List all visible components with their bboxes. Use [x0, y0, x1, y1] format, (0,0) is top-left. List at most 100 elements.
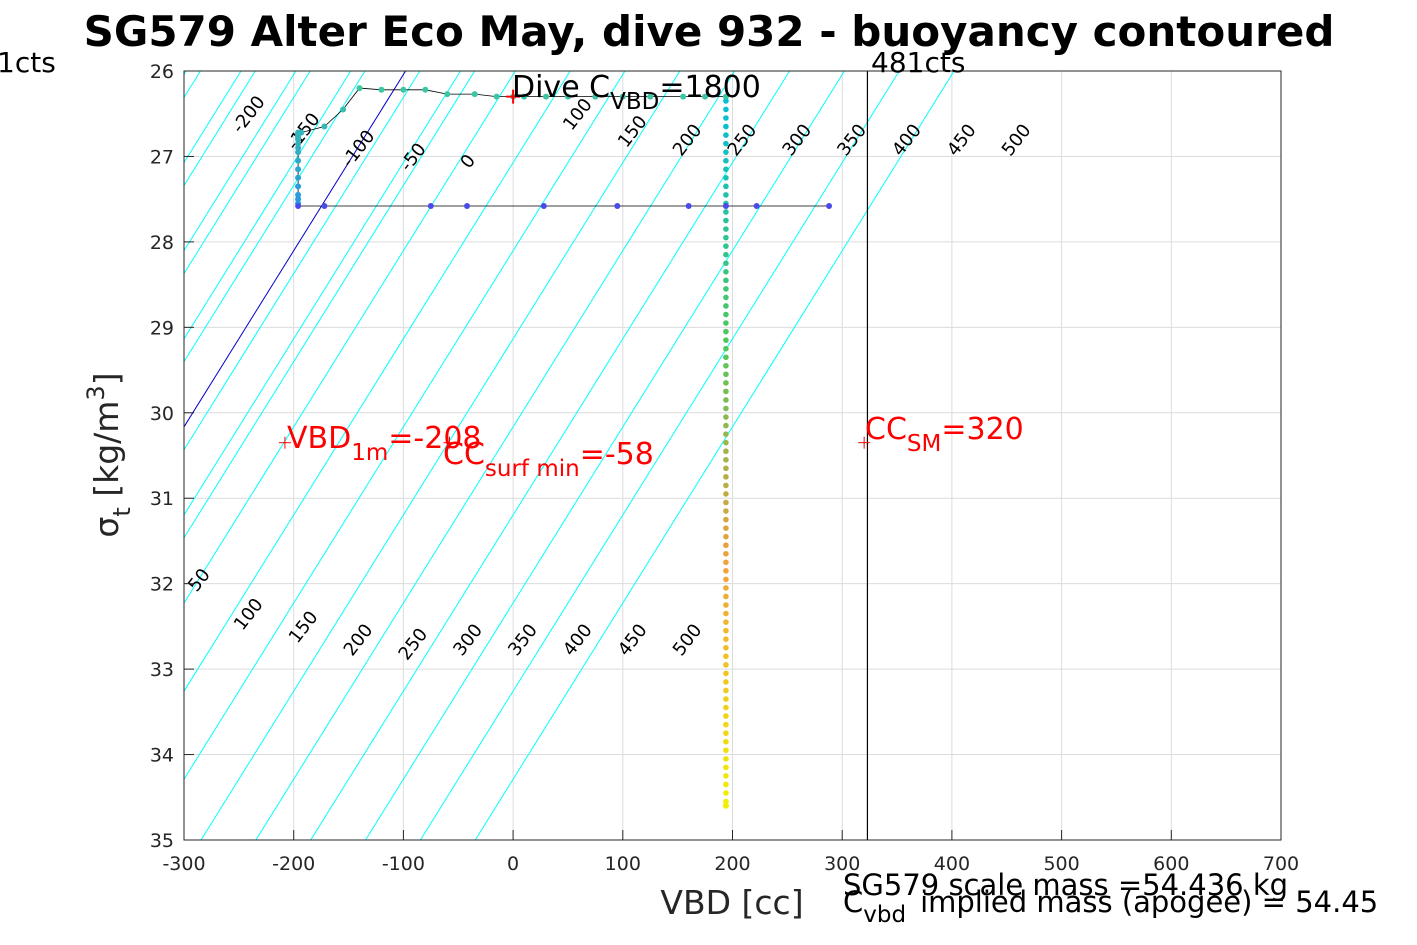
dive-point — [723, 653, 729, 660]
contour-line — [184, 71, 366, 363]
climb-point — [295, 140, 302, 147]
dive-point — [723, 414, 729, 420]
vbd1m-sub: 1m — [351, 440, 388, 466]
x-tick-label: -300 — [162, 853, 205, 875]
dive-point — [723, 781, 729, 788]
dive-point — [723, 320, 729, 326]
apogee-point — [753, 203, 760, 210]
contour-line — [184, 71, 421, 451]
y-tick-label: 28 — [150, 232, 174, 254]
ccsm-value: =320 — [941, 412, 1023, 447]
apogee-point — [321, 203, 328, 210]
dive-point — [723, 397, 729, 403]
chart-title: SG579 Alter Eco May, dive 932 - buoyancy… — [84, 7, 1335, 56]
dive-point — [723, 610, 729, 617]
dive-point — [723, 98, 729, 104]
dive-point — [723, 764, 729, 771]
climb-point — [295, 166, 302, 173]
climb-point — [298, 129, 305, 136]
contour-line — [419, 71, 900, 840]
x-tick-label: 200 — [714, 853, 750, 875]
dive-point — [723, 268, 729, 275]
dive-point — [723, 456, 729, 463]
buoyancy-contours — [184, 71, 955, 840]
dive-point — [723, 491, 729, 497]
dive-point — [723, 140, 729, 147]
climb-point — [295, 157, 302, 164]
implied-mass-text: Cvbd implied mass (apogee) = 54.45 — [843, 885, 1378, 928]
climb-point — [647, 93, 654, 100]
dive-point — [723, 525, 729, 531]
dive-point — [723, 636, 729, 643]
dive-point — [723, 559, 729, 566]
dive-point — [723, 311, 729, 318]
contour-line — [184, 71, 516, 604]
dive-point — [723, 798, 729, 805]
dive-point — [723, 516, 729, 523]
climb-point — [493, 93, 500, 100]
y-axis-ticks: 26 27 28 29 30 31 32 33 34 35 — [150, 61, 194, 852]
ccsm-sub: SM — [907, 431, 941, 457]
contour-line — [200, 71, 681, 840]
dive-point — [723, 192, 729, 198]
climb-point — [521, 93, 528, 100]
svg-text:σt [kg/m3]: σt [kg/m3] — [82, 372, 136, 537]
contour-line — [310, 71, 790, 840]
dive-point — [723, 670, 729, 677]
climb-point — [422, 86, 429, 93]
y-axis-label-sup: 3 — [82, 385, 110, 400]
left-vline-label: 1cts — [0, 46, 56, 79]
climb-point — [722, 93, 729, 100]
apogee-point — [826, 203, 833, 210]
dive-point — [723, 790, 729, 796]
dive-point — [723, 448, 729, 455]
x-tick-label: -100 — [382, 853, 425, 875]
dive-point — [723, 738, 729, 745]
dive-point — [723, 226, 729, 232]
dive-point — [723, 568, 729, 574]
dive-point — [723, 679, 729, 685]
y-tick-label: 30 — [150, 403, 174, 425]
dive-point — [723, 644, 729, 651]
contour-line — [184, 71, 352, 340]
climb-point — [400, 86, 407, 93]
dive-point — [723, 696, 729, 702]
climb-point — [295, 149, 302, 156]
y-axis-label: σt [kg/m3] — [82, 372, 136, 537]
dive-c-base: Dive C — [512, 70, 610, 105]
climb-point — [356, 85, 363, 92]
dive-point — [723, 431, 729, 437]
x-tick-label: 100 — [605, 853, 641, 875]
dive-point — [723, 773, 729, 779]
y-axis-label-sub: t — [108, 507, 136, 516]
contour-line — [184, 71, 626, 781]
ccsurf-base: CC — [443, 437, 485, 472]
scale-mass-text: SG579 scale mass =54.436 kg — [843, 868, 1288, 902]
dive-point — [723, 149, 729, 155]
annotations — [278, 89, 871, 449]
climb-point — [378, 86, 385, 93]
climb-point — [680, 93, 687, 100]
apogee-point — [295, 203, 302, 210]
dive-point — [723, 585, 729, 591]
dive-point — [723, 499, 729, 506]
vbd1m-value: =-208 — [388, 421, 481, 456]
data-series — [295, 85, 833, 809]
climb-point — [564, 93, 571, 100]
dive-point — [723, 157, 729, 164]
dive-point — [723, 115, 729, 121]
dive-point — [723, 175, 729, 181]
implied-mass-rest: implied mass (apogee) = 54.45 — [920, 885, 1378, 919]
dive-point — [723, 803, 729, 809]
climb-point — [295, 144, 302, 151]
x-tick-label: 600 — [1153, 853, 1189, 875]
x-tick-label: 700 — [1263, 853, 1299, 875]
apogee-point — [614, 203, 621, 210]
ccsurf-value: =-58 — [580, 437, 654, 472]
dive-point — [723, 730, 729, 736]
dive-point — [723, 243, 729, 249]
contour-line — [184, 71, 461, 516]
ccsm-base: CC — [865, 412, 907, 447]
dive-point — [723, 687, 729, 694]
